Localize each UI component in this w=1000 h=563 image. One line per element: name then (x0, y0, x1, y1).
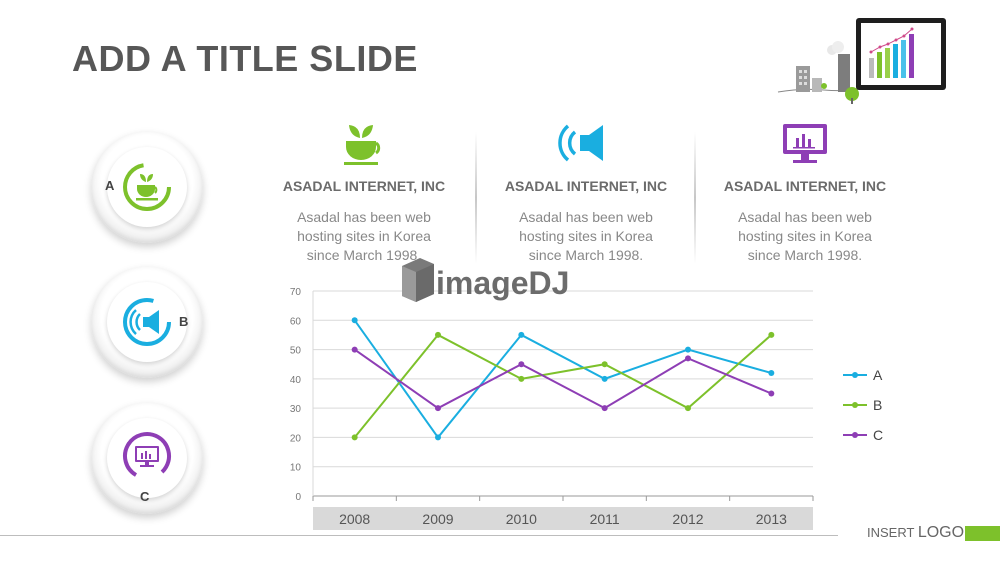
legend-marker-b (852, 402, 858, 408)
series-line-b (353, 333, 772, 439)
y-tick-label: 10 (290, 463, 302, 474)
speaker-icon (123, 298, 171, 346)
monitor-chart-icon (123, 432, 171, 480)
logo-big-text: LOGO (917, 524, 965, 541)
watermark: imageDJ (398, 256, 569, 304)
badge-a: A (91, 131, 203, 243)
badge-b-letter: B (179, 314, 189, 329)
column-heading: ASADAL INTERNET, INC (504, 178, 668, 194)
logo-accent-bar (965, 526, 1000, 541)
data-point-c (351, 346, 358, 353)
y-tick-label: 0 (295, 492, 301, 503)
data-point-a (435, 434, 441, 441)
series-line-a (353, 319, 772, 440)
info-column-3: ASADAL INTERNET, INC Asadal has been web… (700, 116, 910, 265)
data-point-a (351, 317, 358, 324)
info-column-2: ASADAL INTERNET, INC Asadal has been web… (481, 116, 691, 265)
tea-cup-icon (344, 125, 381, 165)
column-heading: ASADAL INTERNET, INC (282, 178, 446, 194)
data-point-c (435, 405, 441, 412)
x-tick-label: 2010 (506, 511, 537, 527)
x-tick-label: 2011 (590, 511, 620, 527)
slide-title: ADD A TITLE SLIDE (72, 38, 418, 79)
data-point-c (518, 361, 525, 368)
y-tick-label: 30 (290, 404, 302, 415)
column-description: Asadal has been web hosting sites in Kor… (519, 209, 653, 263)
data-point-b (768, 331, 775, 338)
legend-label-a: A (873, 367, 883, 383)
badge-b: B (91, 266, 203, 378)
x-tick-label: 2013 (756, 511, 787, 527)
data-point-b (685, 405, 691, 412)
y-tick-label: 60 (290, 316, 302, 327)
legend-label-c: C (873, 427, 883, 443)
data-point-b (518, 375, 525, 382)
y-tick-label: 50 (290, 346, 302, 357)
badge-c: C (91, 402, 203, 514)
data-point-a (768, 370, 775, 376)
footer-line (0, 535, 838, 536)
tablet-chart-illustration (777, 18, 946, 104)
watermark-text: imageDJ (436, 265, 570, 301)
x-tick-label: 2012 (672, 511, 703, 527)
x-axis-band (313, 507, 813, 530)
insert-logo: INSERT LOGO (867, 524, 964, 542)
badge-c-letter: C (140, 489, 150, 504)
data-point-b (601, 361, 608, 368)
legend-marker-c (852, 432, 858, 438)
monitor-chart-icon (783, 124, 827, 163)
tea-cup-icon (123, 163, 171, 211)
data-point-b (351, 434, 358, 441)
x-tick-label: 2009 (422, 511, 453, 527)
data-point-c (768, 390, 775, 397)
info-column-1: ASADAL INTERNET, INC Asadal has been web… (259, 116, 469, 265)
column-divider (475, 132, 477, 264)
y-tick-label: 70 (290, 287, 302, 298)
x-tick-label: 2008 (339, 511, 370, 527)
column-divider (694, 132, 696, 264)
data-point-a (685, 346, 691, 353)
column-heading: ASADAL INTERNET, INC (723, 178, 887, 194)
data-point-b (435, 331, 441, 338)
y-tick-label: 20 (290, 433, 302, 444)
logo-small-text: INSERT (867, 525, 915, 540)
badge-a-letter: A (105, 178, 115, 193)
data-point-c (601, 405, 608, 412)
column-description: Asadal has been web hosting sites in Kor… (297, 209, 431, 263)
cube-logo-icon (402, 258, 434, 302)
data-point-c (685, 355, 691, 362)
legend-marker-a (852, 372, 858, 378)
series-line-c (354, 348, 772, 410)
legend-label-b: B (873, 397, 882, 413)
y-tick-label: 40 (290, 375, 302, 386)
speaker-icon (558, 124, 603, 162)
column-description: Asadal has been web hosting sites in Kor… (738, 209, 872, 263)
data-point-a (601, 375, 608, 382)
data-point-a (518, 331, 525, 338)
